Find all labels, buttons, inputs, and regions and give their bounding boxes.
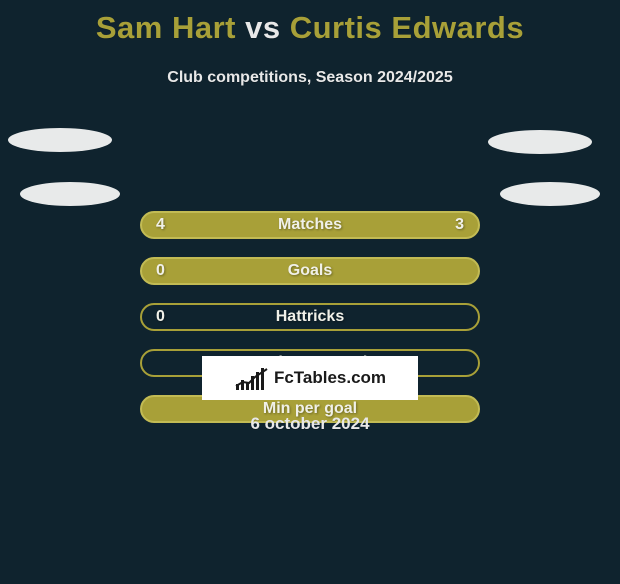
comparison-title: Sam Hart vs Curtis Edwards	[0, 4, 620, 46]
stat-label: Matches	[202, 216, 418, 234]
decorative-ellipse	[488, 130, 592, 154]
logo-text: FcTables.com	[274, 368, 386, 388]
fctables-logo: FcTables.com	[234, 366, 386, 390]
stat-row: 4Matches3	[140, 211, 480, 239]
bar-chart-icon	[234, 366, 268, 390]
stat-row: 0Goals	[140, 257, 480, 285]
stat-left-value: 0	[142, 262, 202, 280]
player1-name: Sam Hart	[96, 10, 236, 45]
stat-label: Hattricks	[202, 308, 418, 326]
decorative-ellipse	[500, 182, 600, 206]
decorative-ellipse	[8, 128, 112, 152]
subtitle: Club competitions, Season 2024/2025	[0, 69, 620, 87]
stat-label: Goals	[202, 262, 418, 280]
stat-right-value: 3	[418, 216, 478, 234]
stat-row: 0Hattricks	[140, 303, 480, 331]
logo-box: FcTables.com	[202, 356, 418, 400]
stat-left-value: 0	[142, 308, 202, 326]
decorative-ellipse	[20, 182, 120, 206]
player2-name: Curtis Edwards	[290, 10, 524, 45]
snapshot-date: 6 october 2024	[250, 414, 369, 434]
title-vs: vs	[245, 10, 280, 45]
stat-left-value: 4	[142, 216, 202, 234]
